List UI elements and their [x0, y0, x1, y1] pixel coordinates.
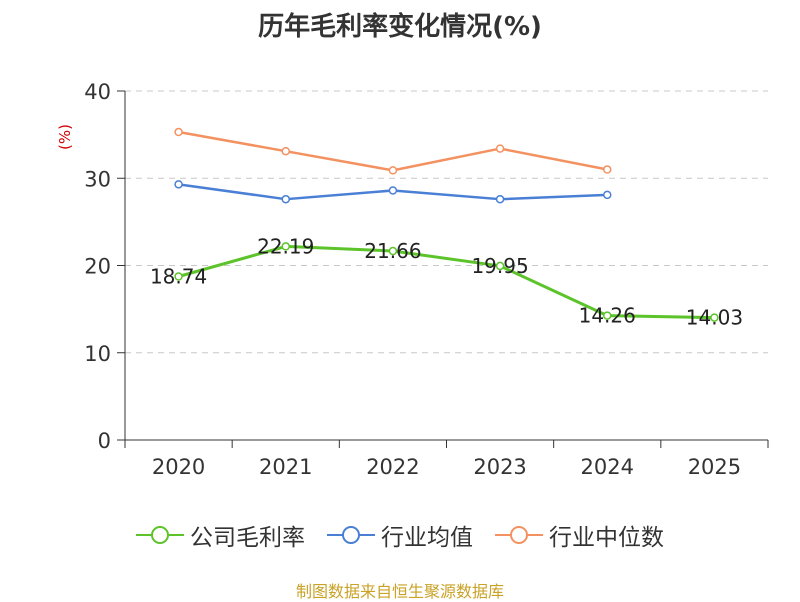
legend-item-company-margin[interactable]: 公司毛利率 — [136, 518, 305, 552]
x-tick-label: 2021 — [259, 455, 312, 479]
y-tick-label: 30 — [84, 167, 111, 191]
data-label: 22.19 — [257, 234, 314, 258]
data-point — [281, 242, 290, 251]
data-point — [495, 261, 505, 271]
data-point — [388, 186, 398, 195]
x-tick-label: 2024 — [581, 455, 634, 479]
legend-line-circle-icon — [495, 526, 543, 544]
y-tick-label: 10 — [84, 342, 111, 366]
data-label: 14.26 — [579, 304, 636, 328]
y-tick-label: 40 — [84, 80, 111, 104]
y-tick-label: 0 — [98, 429, 111, 453]
data-point — [174, 127, 183, 137]
data-point — [495, 144, 505, 153]
series-line — [178, 244, 715, 320]
line-chart: 0 10 20 30 40 2020 2021 2022 2023 2024 2025 18.74 22… — [84, 80, 769, 479]
x-tick-label: 2020 — [152, 455, 205, 479]
series-line — [178, 130, 608, 172]
data-point — [388, 246, 398, 256]
data-point — [281, 146, 290, 156]
x-tick-label: 2022 — [366, 455, 419, 479]
data-point — [174, 272, 183, 281]
data-label: 14.03 — [686, 306, 743, 330]
legend-item-industry-average[interactable]: 行业均值 — [327, 518, 473, 552]
legend-label: 行业中位数 — [549, 525, 664, 551]
data-point — [710, 313, 719, 322]
data-label: 18.74 — [150, 264, 207, 288]
legend-label: 公司毛利率 — [190, 525, 305, 551]
x-tick-label: 2025 — [688, 455, 741, 479]
data-point — [388, 166, 398, 175]
legend-item-industry-median[interactable]: 行业中位数 — [495, 518, 664, 552]
data-label: 21.66 — [364, 239, 421, 263]
data-point — [603, 165, 612, 174]
legend-line-circle-icon — [136, 526, 184, 544]
y-tick-label: 20 — [84, 255, 111, 279]
legend-line-circle-icon — [327, 526, 375, 544]
data-label: 19.95 — [471, 254, 528, 278]
chart-title: 历年毛利率变化情况(%) — [258, 12, 542, 42]
data-point — [174, 180, 183, 189]
x-tick-label: 2023 — [473, 455, 526, 479]
data-point — [495, 194, 505, 204]
legend-label: 行业均值 — [381, 525, 473, 551]
legend: 公司毛利率 行业均值 行业中位数 — [0, 518, 800, 552]
data-source-note: 制图数据来自恒生聚源数据库 — [295, 582, 504, 601]
data-point — [603, 311, 612, 320]
data-point — [281, 194, 290, 204]
data-point — [603, 190, 612, 200]
